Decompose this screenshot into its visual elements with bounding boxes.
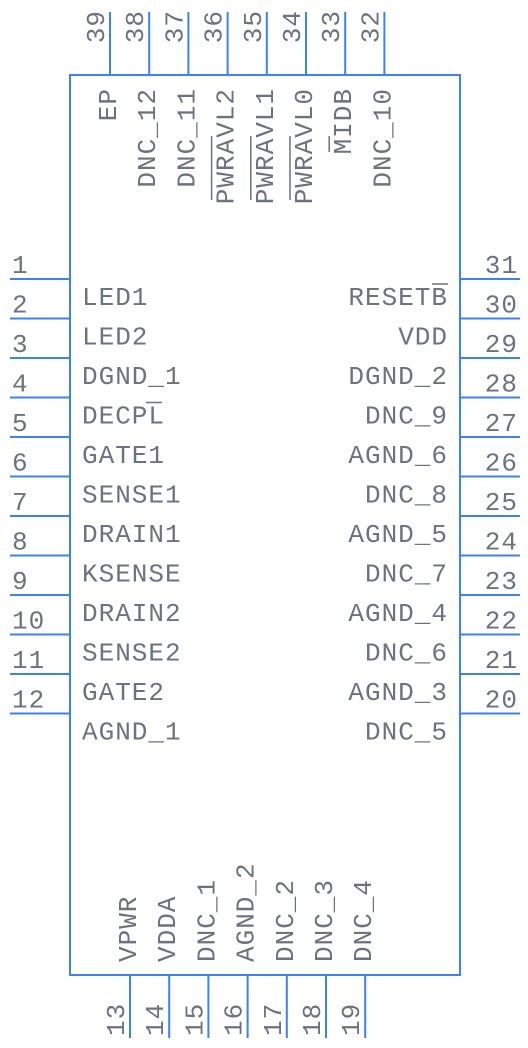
- pin-label: KSENSE: [82, 560, 182, 590]
- pin-label: MIDB: [329, 88, 359, 154]
- pin-label: LED1: [82, 283, 148, 313]
- pin-label: DNC_8: [365, 481, 448, 511]
- pin-number: 33: [317, 10, 347, 43]
- pin-number: 21: [485, 646, 518, 676]
- pin-label: VDDA: [153, 896, 183, 962]
- pin-label: DGND_1: [82, 362, 182, 392]
- pin-number: 1: [12, 251, 29, 281]
- pin-number: 11: [12, 646, 45, 676]
- pin-number: 12: [12, 686, 45, 716]
- pin-number: 6: [12, 449, 29, 479]
- pin-number: 14: [141, 1003, 171, 1036]
- pin-label: PWRAVL1: [251, 88, 281, 204]
- pin-number: 26: [485, 449, 518, 479]
- pin-label: DRAIN2: [82, 599, 182, 629]
- pin-number: 34: [278, 10, 308, 43]
- pin-number: 35: [239, 10, 269, 43]
- pin-number: 18: [298, 1003, 328, 1036]
- pin-label: DECPL: [82, 402, 165, 432]
- pin-label: AGND_1: [82, 718, 182, 748]
- pin-label: AGND_5: [348, 520, 448, 550]
- pin-label: DNC_5: [365, 718, 448, 748]
- pin-label: DGND_2: [348, 362, 448, 392]
- pin-label: DRAIN1: [82, 520, 182, 550]
- pin-label: DNC_10: [368, 88, 398, 188]
- pin-number: 15: [180, 1003, 210, 1036]
- pin-number: 28: [485, 370, 518, 400]
- pin-number: 29: [485, 330, 518, 360]
- pin-number: 13: [102, 1003, 132, 1036]
- pin-label: VDD: [398, 323, 448, 353]
- pin-number: 36: [200, 10, 230, 43]
- pin-label: AGND_4: [348, 599, 448, 629]
- pin-number: 39: [82, 10, 112, 43]
- pin-number: 4: [12, 370, 29, 400]
- pin-label: EP: [94, 88, 124, 121]
- pin-number: 23: [485, 567, 518, 597]
- pin-label: DNC_9: [365, 402, 448, 432]
- pin-label: PWRAVL0: [290, 88, 320, 204]
- pin-label: DNC_11: [172, 88, 202, 188]
- pin-number: 24: [485, 528, 518, 558]
- pin-label: SENSE2: [82, 639, 182, 669]
- pin-number: 2: [12, 291, 29, 321]
- pin-number: 19: [337, 1003, 367, 1036]
- pin-label: AGND_3: [348, 678, 448, 708]
- pin-label: GATE1: [82, 441, 165, 471]
- pin-label: DNC_12: [133, 88, 163, 188]
- pin-label: DNC_2: [271, 879, 301, 962]
- pin-number: 8: [12, 528, 29, 558]
- pin-number: 38: [121, 10, 151, 43]
- pin-number: 7: [12, 488, 29, 518]
- pin-label: DNC_1: [192, 879, 222, 962]
- pin-number: 30: [485, 291, 518, 321]
- right-pins: 31 RESETB 30 VDD 29 DGND_2 28 DNC_9 27 AGND_6 26 DN…: [348, 251, 520, 748]
- pin-label: DNC_4: [349, 879, 379, 962]
- pin-number: 22: [485, 607, 518, 637]
- ic-pinout-diagram: 1 LED1 2 LED2 3 DGND_1 4 DECPL 5 GATE1 6 SENSE1 7 DRA…: [0, 0, 528, 1048]
- pin-label: RESETB: [348, 283, 448, 313]
- pin-number: 25: [485, 488, 518, 518]
- pin-number: 37: [160, 10, 190, 43]
- pin-number: 9: [12, 567, 29, 597]
- pin-number: 5: [12, 409, 29, 439]
- pin-number: 32: [356, 10, 386, 43]
- pin-number: 16: [220, 1003, 250, 1036]
- pin-label: AGND_2: [232, 862, 262, 962]
- pin-label: LED2: [82, 323, 148, 353]
- bottom-pins: 13 VPWR 14 VDDA 15 DNC_1 16 AGND_2 17 DNC_2 18 DNC_…: [102, 862, 379, 1038]
- pin-label: SENSE1: [82, 481, 182, 511]
- top-pins: 39 EP 38 DNC_12 37 DNC_11 36 PWRAVL2 35 PWRAVL1 34…: [82, 10, 398, 204]
- pin-label: DNC_6: [365, 639, 448, 669]
- pin-number: 10: [12, 607, 45, 637]
- left-pins: 1 LED1 2 LED2 3 DGND_1 4 DECPL 5 GATE1 6 SENSE1 7 DRA…: [10, 251, 182, 748]
- pin-label: GATE2: [82, 678, 165, 708]
- pin-label: VPWR: [114, 896, 144, 962]
- pin-label: DNC_7: [365, 560, 448, 590]
- pin-label: PWRAVL2: [212, 88, 242, 204]
- pin-number: 20: [485, 686, 518, 716]
- pin-number: 3: [12, 330, 29, 360]
- pin-number: 27: [485, 409, 518, 439]
- pin-number: 17: [259, 1003, 289, 1036]
- pin-label: AGND_6: [348, 441, 448, 471]
- pin-number: 31: [485, 251, 518, 281]
- pin-label: DNC_3: [310, 879, 340, 962]
